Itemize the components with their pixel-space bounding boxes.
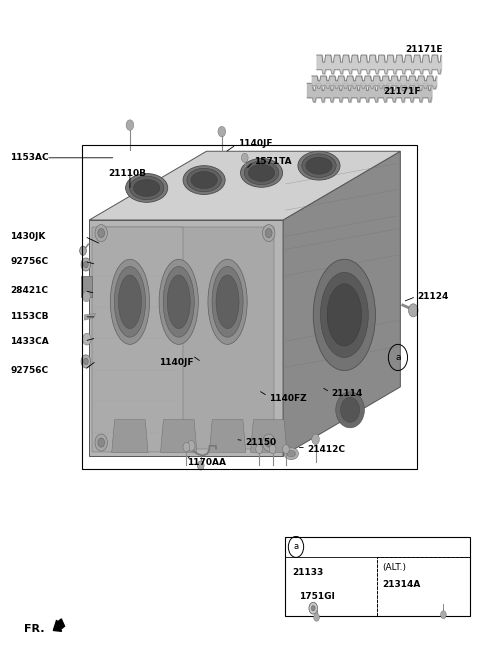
Circle shape	[263, 434, 275, 451]
Circle shape	[265, 228, 272, 237]
Ellipse shape	[248, 165, 275, 181]
Polygon shape	[99, 226, 275, 449]
Text: 1751GI: 1751GI	[299, 592, 335, 601]
Ellipse shape	[302, 154, 336, 177]
Circle shape	[84, 358, 88, 365]
Text: a: a	[293, 543, 299, 552]
Text: 1433CA: 1433CA	[10, 337, 49, 346]
Text: 21314A: 21314A	[382, 580, 420, 589]
Ellipse shape	[321, 272, 368, 358]
Circle shape	[80, 246, 86, 255]
Text: 21150: 21150	[245, 438, 276, 447]
Bar	[286, 537, 470, 616]
Circle shape	[312, 434, 320, 445]
Polygon shape	[92, 226, 182, 453]
Text: 21412C: 21412C	[307, 445, 345, 454]
Ellipse shape	[240, 159, 283, 187]
Ellipse shape	[119, 275, 142, 329]
Polygon shape	[251, 420, 287, 453]
Text: 21171E: 21171E	[405, 45, 443, 54]
Text: 1140JF: 1140JF	[238, 139, 272, 148]
Polygon shape	[209, 420, 246, 453]
Circle shape	[218, 127, 226, 137]
Text: 21124: 21124	[417, 292, 448, 301]
Text: 28421C: 28421C	[10, 286, 48, 295]
Ellipse shape	[183, 166, 225, 194]
Circle shape	[263, 224, 275, 241]
Polygon shape	[89, 152, 400, 220]
Circle shape	[265, 438, 272, 447]
Bar	[377, 557, 470, 616]
Ellipse shape	[284, 448, 299, 460]
Text: 21110B: 21110B	[108, 169, 146, 178]
Ellipse shape	[110, 259, 150, 344]
Circle shape	[81, 258, 91, 271]
Ellipse shape	[306, 157, 332, 174]
Circle shape	[283, 445, 289, 454]
Circle shape	[95, 434, 108, 451]
Ellipse shape	[126, 173, 168, 202]
Text: (ALT.): (ALT.)	[382, 563, 406, 572]
Circle shape	[187, 441, 195, 451]
Text: FR.: FR.	[24, 624, 44, 634]
Circle shape	[84, 261, 88, 268]
Polygon shape	[89, 220, 283, 456]
Text: 1140JF: 1140JF	[158, 358, 193, 367]
Circle shape	[441, 611, 446, 619]
Ellipse shape	[208, 259, 247, 344]
Ellipse shape	[327, 284, 361, 346]
Ellipse shape	[133, 179, 160, 196]
Ellipse shape	[159, 259, 198, 344]
Ellipse shape	[336, 392, 364, 428]
Circle shape	[95, 224, 108, 241]
Ellipse shape	[287, 451, 296, 457]
Circle shape	[269, 445, 276, 454]
Ellipse shape	[212, 266, 243, 337]
Ellipse shape	[313, 259, 375, 371]
Text: 21171F: 21171F	[384, 87, 421, 96]
Ellipse shape	[163, 266, 194, 337]
Circle shape	[408, 304, 418, 317]
Text: 1140FZ: 1140FZ	[269, 394, 306, 403]
Circle shape	[197, 461, 204, 470]
Polygon shape	[283, 152, 400, 456]
Circle shape	[312, 605, 315, 611]
Text: 92756C: 92756C	[10, 256, 48, 266]
Text: 21114: 21114	[331, 389, 362, 398]
Circle shape	[241, 154, 248, 163]
Circle shape	[81, 355, 91, 368]
Text: 1153AC: 1153AC	[10, 154, 49, 162]
Ellipse shape	[130, 176, 164, 199]
Ellipse shape	[216, 275, 239, 329]
Text: 1170AA: 1170AA	[187, 458, 227, 466]
Text: 1153CB: 1153CB	[10, 312, 49, 321]
Ellipse shape	[298, 152, 340, 180]
Circle shape	[83, 333, 91, 345]
Circle shape	[256, 445, 263, 454]
FancyArrow shape	[53, 619, 64, 631]
Text: 21133: 21133	[293, 568, 324, 577]
Polygon shape	[112, 420, 148, 453]
Circle shape	[183, 443, 190, 452]
Circle shape	[309, 602, 318, 614]
Ellipse shape	[167, 275, 190, 329]
Ellipse shape	[114, 266, 145, 337]
Polygon shape	[160, 420, 197, 453]
Bar	[81, 276, 92, 297]
Ellipse shape	[191, 172, 217, 188]
Text: 1430JK: 1430JK	[10, 232, 46, 241]
Ellipse shape	[244, 161, 279, 184]
Ellipse shape	[340, 398, 360, 422]
Ellipse shape	[187, 169, 221, 192]
Polygon shape	[84, 314, 96, 320]
Bar	[82, 145, 417, 469]
Circle shape	[98, 438, 105, 447]
Text: 1571TA: 1571TA	[254, 157, 292, 166]
Text: 92756C: 92756C	[10, 366, 48, 375]
Circle shape	[314, 613, 320, 621]
Circle shape	[126, 120, 134, 131]
Circle shape	[98, 228, 105, 237]
Text: a: a	[395, 353, 401, 362]
Circle shape	[83, 291, 90, 302]
